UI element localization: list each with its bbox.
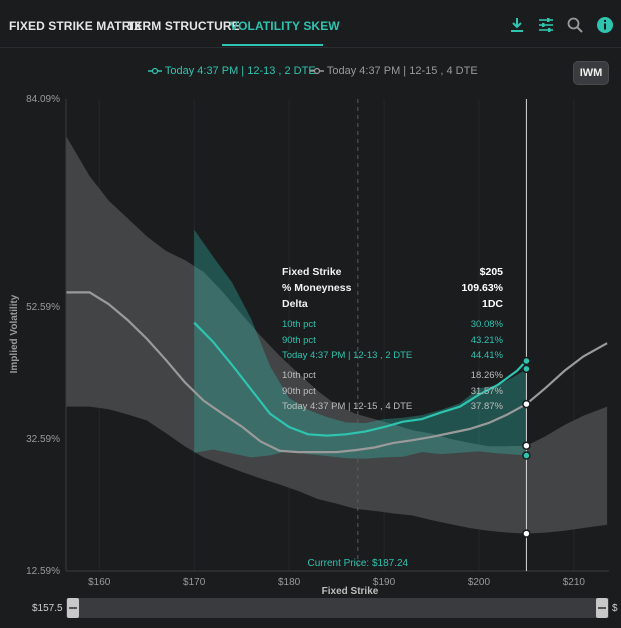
crosshair-point: [522, 529, 531, 538]
range-slider-track[interactable]: [66, 598, 609, 618]
crosshair-point: [522, 451, 531, 460]
y-tick-label: 32.59%: [26, 434, 60, 445]
top-nav-bar: FIXED STRIKE MATRIX TERM STRUCTURE VOLAT…: [0, 0, 621, 48]
tooltip-row-label: % Moneyness: [282, 282, 352, 294]
tooltip-row-value: 30.08%: [471, 319, 504, 330]
x-tick-label: $190: [373, 577, 396, 588]
tooltip-row-label: 10th pct: [282, 319, 316, 330]
active-tab-indicator: [222, 44, 323, 46]
range-slider-right-handle[interactable]: [596, 598, 608, 618]
percentile-band-4dte: [66, 135, 608, 534]
search-icon[interactable]: [566, 16, 584, 34]
tooltip-row-label: Today 4:37 PM | 12-13 , 2 DTE: [282, 350, 412, 361]
crosshair-point: [522, 364, 531, 374]
download-icon[interactable]: [508, 16, 526, 34]
range-min-label: $157.5: [32, 603, 63, 614]
x-tick-label: $170: [183, 577, 206, 588]
info-icon[interactable]: [596, 16, 614, 34]
x-tick-label: $180: [278, 577, 301, 588]
x-axis-title: Fixed Strike: [322, 586, 379, 597]
legend-label: Today 4:37 PM | 12-13 , 2 DTE: [164, 65, 316, 77]
series-lines: [66, 291, 608, 454]
x-tick-label: $160: [88, 577, 111, 588]
line-marker-icon: [148, 67, 162, 75]
tooltip-row-label: Today 4:37 PM | 12-15 , 4 DTE: [282, 401, 412, 412]
crosshair-markers: [522, 99, 531, 571]
range-slider-left-handle[interactable]: [67, 598, 79, 618]
tooltip-row-value: 31.57%: [471, 386, 504, 397]
ticker-button[interactable]: IWM: [573, 61, 609, 85]
tooltip-row-value: 109.63%: [462, 282, 504, 294]
tooltip-row-value: $205: [480, 266, 504, 278]
hover-tooltip: Fixed Strike $205 % Moneyness 109.63% Delta 1…: [282, 266, 504, 412]
legend-label: Today 4:37 PM | 12-15 , 4 DTE: [326, 65, 478, 77]
sliders-icon[interactable]: [537, 16, 555, 34]
range-max-label: $: [612, 603, 618, 614]
chart-axes: Current Price: $187.24 84.09% 52.59% 32.59%…: [9, 94, 609, 597]
crosshair-point: [522, 441, 531, 450]
y-tick-label: 12.59%: [26, 566, 60, 577]
series-line-2dte: [193, 321, 528, 437]
tab-fixed-strike-matrix[interactable]: FIXED STRIKE MATRIX: [9, 19, 143, 33]
tooltip-row-label: 90th pct: [282, 335, 316, 346]
line-marker-icon: [310, 67, 324, 75]
x-tick-label: $210: [563, 577, 586, 588]
tooltip-row-value: 18.26%: [471, 370, 504, 381]
y-tick-label: 52.59%: [26, 302, 60, 313]
tooltip-row-value: 1DC: [482, 298, 503, 310]
tooltip-row-label: Delta: [282, 298, 308, 310]
tab-volatility-skew[interactable]: VOLATILITY SKEW: [230, 19, 340, 33]
percentile-bands: [66, 135, 608, 534]
tooltip-row-label: 10th pct: [282, 370, 316, 381]
tooltip-row-value: 43.21%: [471, 335, 504, 346]
tooltip-row-value: 44.41%: [471, 350, 504, 361]
legend-series-2[interactable]: Today 4:37 PM | 12-15 , 4 DTE: [310, 65, 478, 77]
crosshair-point: [522, 399, 531, 409]
legend-series-1[interactable]: Today 4:37 PM | 12-13 , 2 DTE: [148, 65, 316, 77]
series-line-4dte: [66, 291, 608, 454]
current-price-label: Current Price: $187.24: [308, 558, 409, 569]
x-tick-label: $200: [468, 577, 491, 588]
tooltip-row-label: 90th pct: [282, 386, 316, 397]
y-tick-label: 84.09%: [26, 94, 60, 105]
tooltip-row-value: 37.87%: [471, 401, 504, 412]
y-axis-title: Implied Volatility: [9, 294, 20, 373]
crosshair-point: [522, 356, 531, 366]
percentile-band-2dte: [194, 229, 527, 459]
tab-term-structure[interactable]: TERM STRUCTURE: [127, 19, 240, 33]
tooltip-row-label: Fixed Strike: [282, 266, 342, 278]
